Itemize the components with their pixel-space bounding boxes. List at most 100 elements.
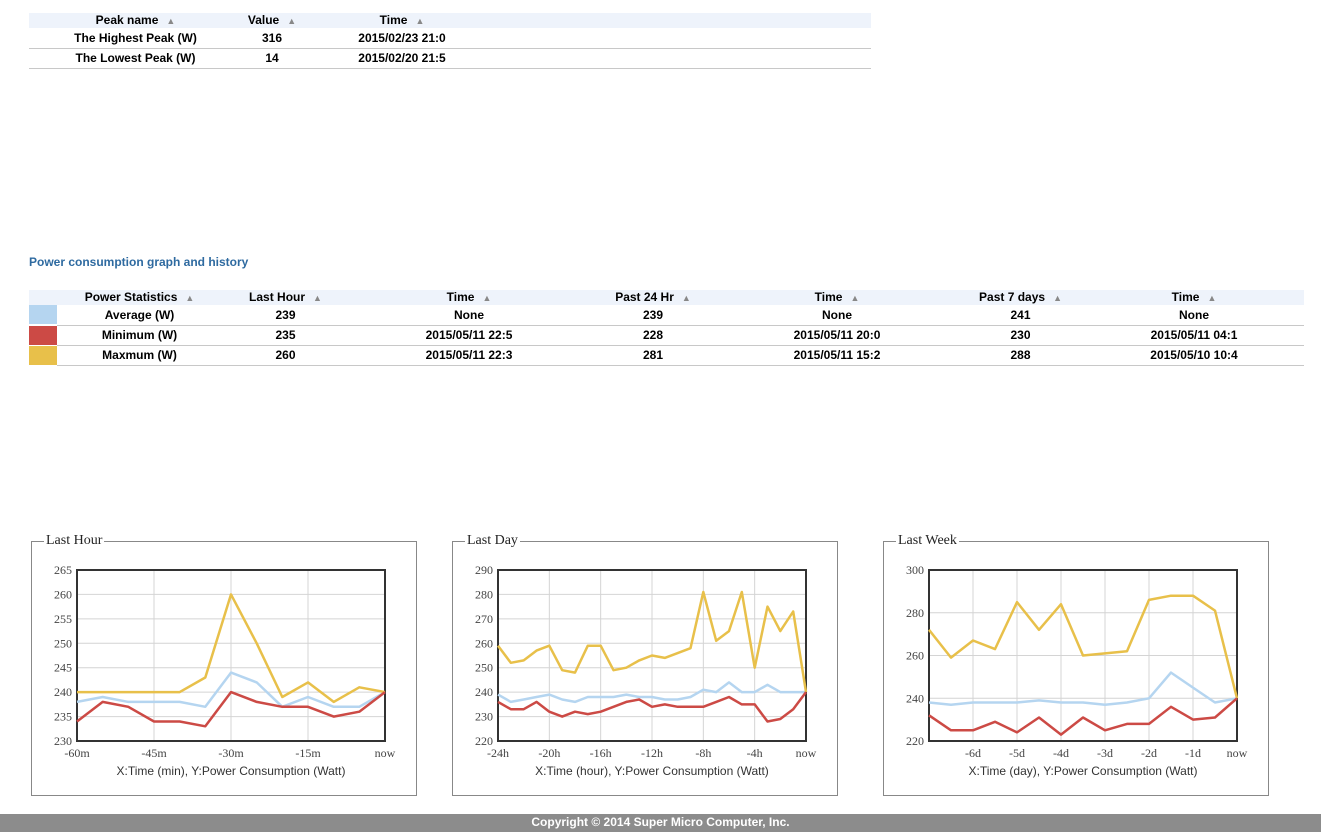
peak-table: Peak name ▲︎ Value ▲︎ Time ▲︎ The Highest P… [29, 13, 871, 69]
peak-time-header[interactable]: Time ▲︎ [302, 13, 502, 28]
stat-cell: 2015/05/11 15:2 [717, 345, 957, 366]
sort-icon: ▲︎ [1207, 293, 1217, 303]
stats-col-header-label: Past 7 days [979, 290, 1046, 304]
stat-cell: 228 [589, 325, 717, 346]
sort-icon: ▲︎ [415, 16, 425, 26]
y-tick-label: 240 [906, 691, 924, 705]
table-row: Average (W) 239 None 239 None 241 None [29, 305, 1304, 326]
table-row: The Lowest Peak (W) 14 2015/02/20 21:5 [29, 48, 871, 69]
y-tick-label: 220 [475, 734, 493, 748]
x-axis-label: X:Time (day), Y:Power Consumption (Watt) [969, 764, 1198, 778]
peak-name-cell: The Highest Peak (W) [29, 28, 242, 49]
y-tick-label: 265 [54, 563, 72, 577]
y-tick-label: 240 [475, 685, 493, 699]
y-tick-label: 260 [906, 649, 924, 663]
stat-name-cell: Maxmum (W) [57, 345, 222, 366]
y-tick-label: 250 [475, 661, 493, 675]
y-tick-label: 250 [54, 636, 72, 650]
sort-icon: ▲︎ [185, 293, 195, 303]
x-tick-label: -5d [1009, 746, 1025, 760]
stats-col-header[interactable]: Time ▲︎ [717, 290, 957, 305]
series-line [77, 593, 386, 704]
table-row: Maxmum (W) 260 2015/05/11 22:3 281 2015/… [29, 345, 1304, 366]
stat-cell: 2015/05/10 10:4 [1084, 345, 1304, 366]
y-tick-label: 245 [54, 661, 72, 675]
sort-icon: ▲︎ [166, 16, 176, 26]
stats-col-header-label: Time [814, 290, 843, 304]
series-line [928, 697, 1238, 736]
sort-icon: ▲︎ [482, 293, 492, 303]
sort-icon: ▲︎ [313, 293, 322, 303]
stat-cell: 2015/05/11 22:3 [349, 345, 589, 366]
y-tick-label: 240 [54, 685, 72, 699]
stats-col-header-label: Last Hour [249, 290, 306, 304]
peak-name-header[interactable]: Peak name ▲︎ [29, 13, 242, 28]
last-hour-chart: 230 235 240 245 250 255 260 265 -60m -45m -30m -15m… [54, 563, 396, 778]
stat-cell: None [349, 305, 589, 326]
stats-col-header[interactable]: Past 24 Hr ▲︎ [589, 290, 717, 305]
series-line [928, 594, 1239, 699]
last-hour-chart-panel: Last Hour 230 235 240 245 250 255 260 265 -60m -4… [31, 533, 417, 796]
series-line [497, 681, 806, 704]
stat-cell: 241 [957, 305, 1084, 326]
plot-frame [76, 569, 386, 742]
peak-table-header: Peak name ▲︎ Value ▲︎ Time ▲︎ [29, 13, 871, 28]
y-tick-label: 260 [475, 636, 493, 650]
stats-col-header[interactable]: Past 7 days ▲︎ [957, 290, 1084, 305]
stat-cell: None [1084, 305, 1304, 326]
table-row: Minimum (W) 235 2015/05/11 22:5 228 2015… [29, 325, 1304, 346]
stat-cell: 2015/05/11 20:0 [717, 325, 957, 346]
x-tick-label: now [1227, 746, 1248, 760]
series-line [496, 590, 808, 693]
x-tick-label: now [375, 746, 396, 760]
x-tick-label: -1d [1185, 746, 1201, 760]
stats-table-header: Power Statistics ▲︎ Last Hour ▲︎ Time ▲︎ Pa… [29, 290, 1304, 305]
peak-name-header-label: Peak name [95, 13, 159, 27]
y-tick-label: 300 [906, 563, 924, 577]
x-tick-label: -8h [695, 746, 711, 760]
peak-name-cell: The Lowest Peak (W) [29, 48, 242, 69]
peak-filler-cell [502, 48, 871, 69]
stats-col-header[interactable]: Time ▲︎ [1084, 290, 1304, 305]
y-tick-label: 235 [54, 710, 72, 724]
swatch-cell [29, 345, 57, 366]
peak-value-header[interactable]: Value ▲︎ [242, 13, 302, 28]
x-axis-label: X:Time (min), Y:Power Consumption (Watt) [117, 764, 346, 778]
plot-frame [497, 569, 807, 742]
last-week-chart: 220 240 260 280 300 -6d -5d -4d -3d -2d -1d now X:Ti… [906, 563, 1248, 778]
section-title: Power consumption graph and history [29, 255, 249, 269]
y-tick-label: 290 [475, 563, 493, 577]
peak-time-cell: 2015/02/20 21:5 [302, 48, 502, 69]
peak-filler-cell [502, 28, 871, 49]
sort-icon: ▲︎ [681, 293, 691, 303]
peak-time-header-label: Time [379, 13, 408, 27]
x-tick-label: -4h [747, 746, 763, 760]
stat-cell: 235 [222, 325, 349, 346]
stat-cell: 2015/05/11 22:5 [349, 325, 589, 346]
peak-time-cell: 2015/02/23 21:0 [302, 28, 502, 49]
chart-title: Last Week [896, 533, 959, 549]
plot-frame [928, 569, 1238, 742]
chart-title: Last Hour [44, 533, 105, 549]
y-tick-label: 280 [475, 587, 493, 601]
stat-cell: 281 [589, 345, 717, 366]
stats-col-header[interactable]: Power Statistics ▲︎ [57, 290, 222, 305]
x-tick-label: -20h [538, 746, 560, 760]
stats-col-header-label: Time [1171, 290, 1200, 304]
footer-copyright: Copyright © 2014 Super Micro Computer, I… [0, 814, 1321, 832]
stat-name-cell: Average (W) [57, 305, 222, 326]
sort-icon: ▲︎ [1053, 293, 1062, 303]
stats-col-header[interactable]: Time ▲︎ [349, 290, 589, 305]
chart-title: Last Day [465, 533, 520, 549]
last-week-chart-panel: Last Week 220 240 260 280 300 -6d -5d -4d -3d -2d… [883, 533, 1269, 796]
x-tick-label: -24h [487, 746, 509, 760]
stats-col-header-label: Power Statistics [84, 290, 178, 304]
x-tick-label: -3d [1097, 746, 1113, 760]
last-day-chart-panel: Last Day 220 230 240 250 260 270 280 290 -24h -20… [452, 533, 838, 796]
minimum-color-swatch [29, 325, 57, 345]
peak-header-filler [502, 13, 871, 28]
stats-col-header[interactable]: Last Hour ▲︎ [222, 290, 349, 305]
series-line [928, 671, 1238, 706]
x-tick-label: -16h [590, 746, 612, 760]
stat-cell: 260 [222, 345, 349, 366]
